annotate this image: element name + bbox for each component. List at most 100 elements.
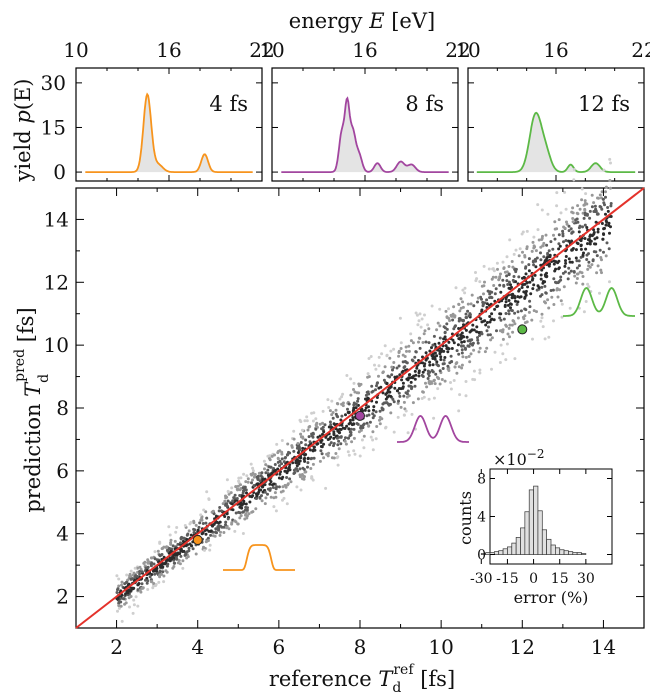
scatter-point [349,393,353,397]
scatter-point [380,352,384,356]
scatter-point [607,224,611,227]
scatter-point [367,375,371,379]
scatter-point [340,395,344,399]
scatter-point [580,198,584,202]
scatter-point [169,549,173,553]
scatter-point [600,207,604,211]
scatter-point [375,381,379,385]
energy-tick-label: 16 [352,38,377,62]
scatter-point [540,293,544,297]
scatter-point [532,283,536,287]
scatter-point [563,190,567,194]
scatter-point [553,220,557,224]
scatter-point [236,484,240,488]
scatter-point [332,430,336,434]
scatter-point [438,382,442,386]
x-tick-label: 10 [428,635,453,659]
scatter-point [432,334,436,338]
scatter-point [416,397,420,401]
scatter-point [413,369,417,373]
scatter-point [251,494,255,498]
scatter-point [475,330,479,334]
scatter-point [261,490,265,494]
scatter-point [308,440,312,444]
scatter-point [604,185,608,189]
scatter-point [504,300,508,304]
scatter-point [474,279,478,283]
scatter-point [307,435,311,439]
scatter-point [506,283,510,286]
scatter-point [417,340,420,344]
scatter-point [244,513,247,517]
scatter-point [401,360,405,364]
scatter-point [280,439,284,442]
main-y-label: prediction Tdpred [fs] [12,307,52,512]
scatter-point [501,337,505,341]
scatter-point [573,274,577,278]
scatter-point [466,302,470,306]
scatter-point [547,306,551,310]
scatter-point [569,269,573,273]
scatter-point [508,323,512,327]
scatter-point [414,311,418,315]
scatter-point [459,333,463,337]
scatter-point [292,437,296,441]
scatter-point [129,574,133,578]
scatter-point [203,546,206,550]
scatter-point [288,451,292,455]
scatter-point [326,398,330,402]
scatter-point [453,365,457,369]
scatter-point [130,587,134,591]
scatter-point [463,286,467,290]
scatter-point [478,334,481,337]
scatter-point [594,242,598,246]
scatter-point [487,325,490,329]
energy-tick-label: 16 [156,38,181,62]
scatter-point [337,439,341,443]
scatter-point [445,322,449,326]
scatter-point [403,355,407,358]
inset-y-label: counts [456,491,475,545]
scatter-point [290,445,294,449]
pulse-shape-wide-double [563,287,635,317]
scatter-point [506,332,510,336]
scatter-point [608,280,611,284]
scatter-point [430,353,434,357]
scatter-point [409,332,413,336]
scatter-point [328,420,332,424]
scatter-point [496,304,500,308]
scatter-point [306,465,309,469]
scatter-point [463,291,467,295]
scatter-point [588,209,592,213]
scatter-point [540,238,544,241]
scatter-point [201,531,205,535]
scatter-point [532,263,536,267]
scatter-point [188,522,192,526]
scatter-point [338,427,342,431]
scatter-point [328,443,332,447]
scatter-point [507,326,511,330]
scatter-point [382,378,386,382]
scatter-point [512,319,516,323]
scatter-point [507,272,511,276]
scatter-point [272,505,276,509]
scatter-point [552,277,556,281]
scatter-point [514,267,518,271]
scatter-point [607,247,611,251]
scatter-point [304,453,308,456]
scatter-point [575,277,579,280]
energy-tick-label: 10 [455,38,480,62]
scatter-point [457,337,461,341]
scatter-point [351,418,355,422]
scatter-point [602,168,606,172]
scatter-point [539,258,543,262]
scatter-point [137,582,140,586]
scatter-point [417,371,421,375]
scatter-point [558,244,562,248]
scatter-point [388,356,392,360]
scatter-point [543,259,547,263]
scatter-point [464,347,467,351]
scatter-point [458,317,462,321]
scatter-point [557,247,561,251]
scatter-point [352,422,356,426]
